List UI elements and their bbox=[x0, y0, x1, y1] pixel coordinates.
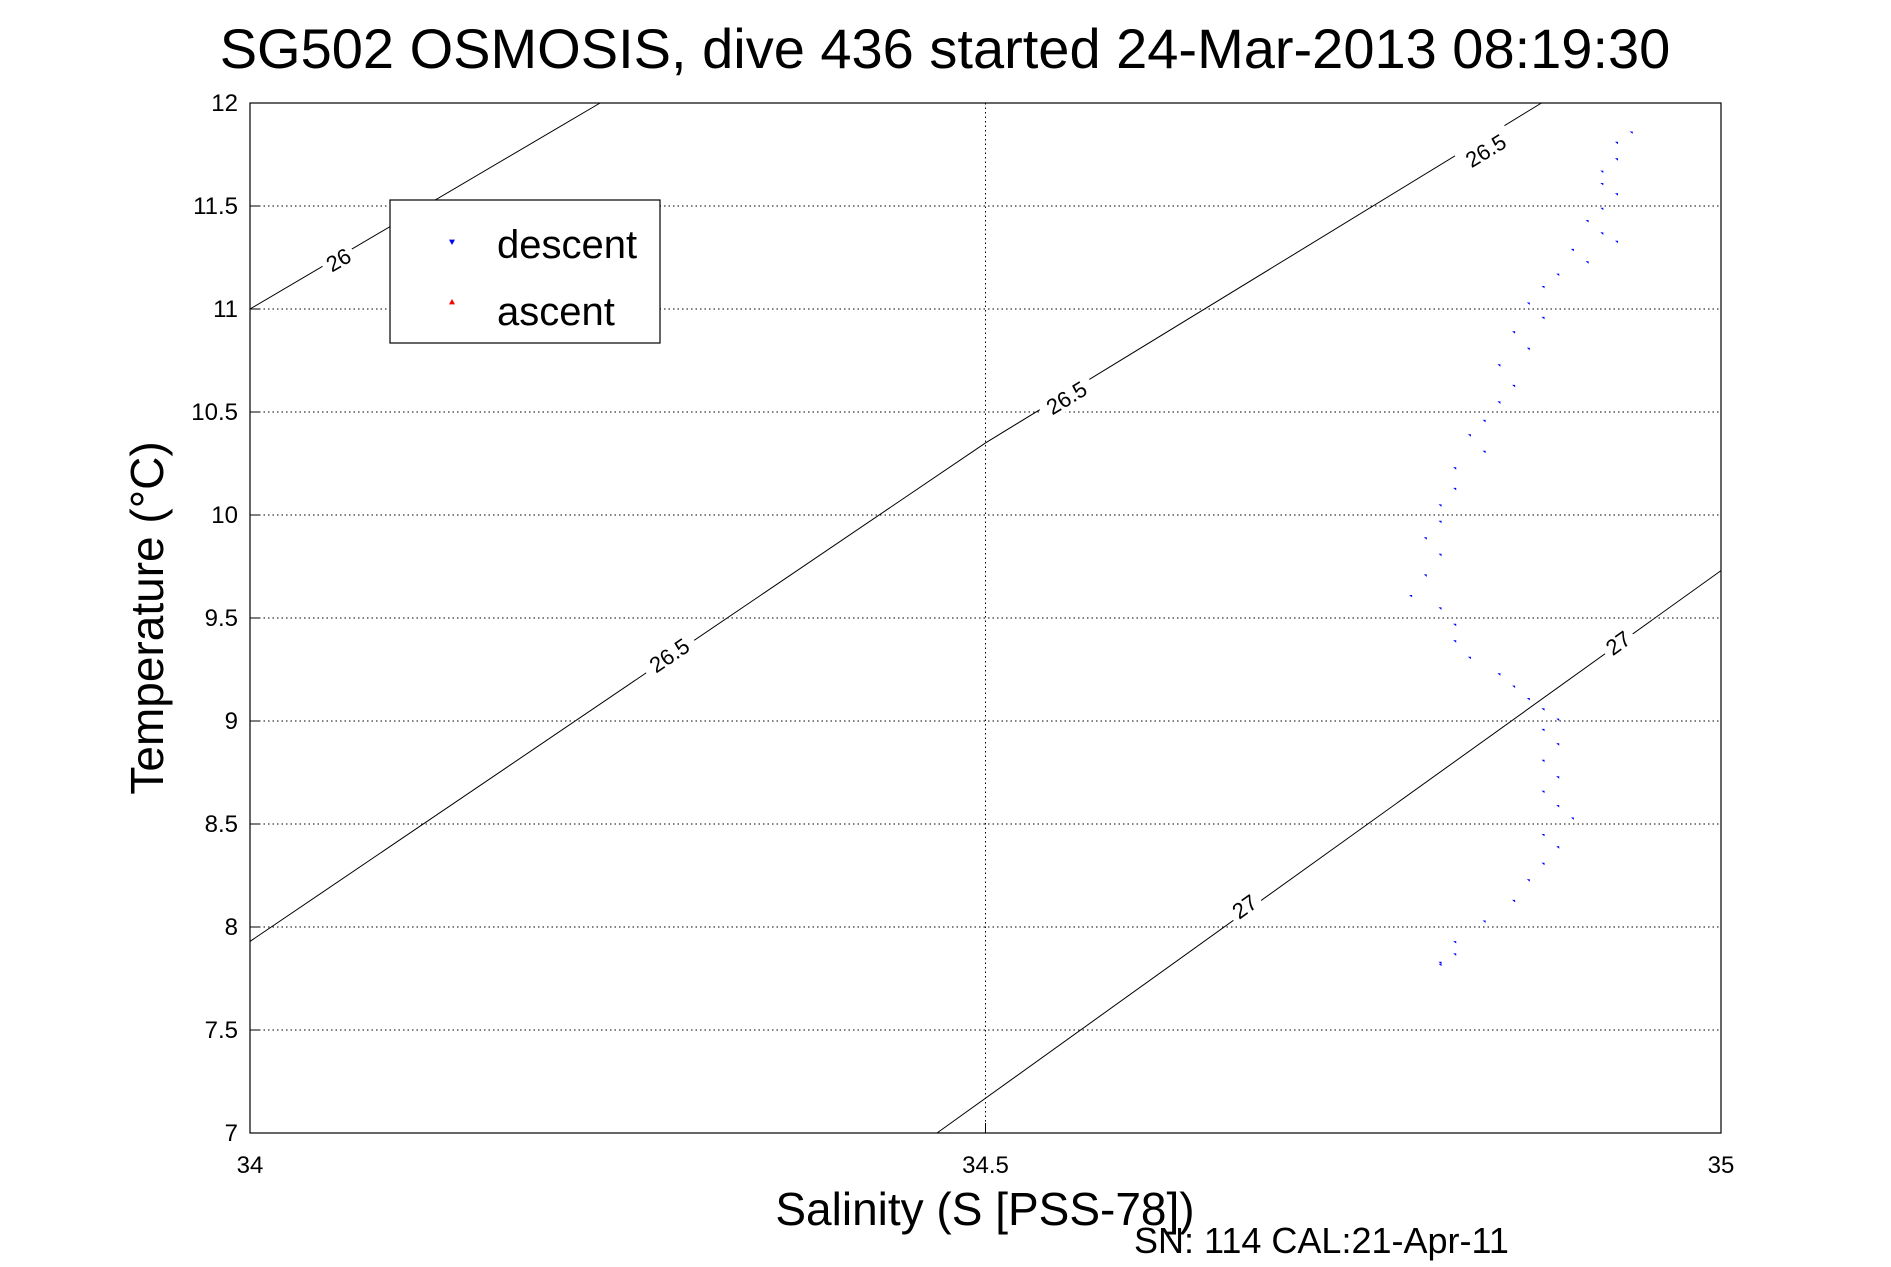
y-tick-label: 8.5 bbox=[205, 811, 238, 838]
x-tick-label: 34.5 bbox=[962, 1152, 1009, 1179]
y-tick-label: 12 bbox=[211, 90, 238, 117]
y-tick-label: 7 bbox=[225, 1120, 238, 1147]
contour-label-bg bbox=[1453, 123, 1517, 176]
contour-label-bg bbox=[1596, 621, 1639, 663]
descent-point bbox=[1526, 302, 1530, 305]
descent-point bbox=[1438, 963, 1442, 967]
legend: descent ascent bbox=[389, 199, 661, 344]
chart-title: SG502 OSMOSIS, dive 436 started 24-Mar-2… bbox=[220, 17, 1671, 80]
descent-point bbox=[1629, 131, 1633, 134]
descent-point bbox=[1482, 419, 1486, 423]
contour-label-bg bbox=[316, 238, 360, 279]
descent-point bbox=[1438, 504, 1442, 507]
descent-point bbox=[1541, 316, 1545, 320]
descent-point bbox=[1570, 817, 1574, 820]
descent-point bbox=[1570, 248, 1574, 252]
descent-point bbox=[1600, 207, 1604, 211]
y-tick-label: 7.5 bbox=[205, 1017, 238, 1044]
contour-label-bg bbox=[637, 627, 700, 682]
descent-point bbox=[1526, 698, 1530, 701]
descent-point bbox=[1600, 170, 1604, 174]
legend-label-ascent: ascent bbox=[497, 290, 615, 334]
descent-point bbox=[1526, 347, 1530, 351]
descent-point bbox=[1541, 759, 1545, 763]
y-axis-label: Temperature (°C) bbox=[121, 441, 173, 794]
descent-point bbox=[1556, 805, 1560, 808]
descent-point bbox=[1541, 862, 1545, 866]
descent-point bbox=[1615, 240, 1619, 244]
descent-point bbox=[1438, 553, 1442, 557]
legend-entry-ascent: ascent bbox=[449, 290, 615, 334]
descent-point bbox=[1541, 728, 1545, 732]
footer-serial-calibration: SN: 114 CAL:21-Apr-11 bbox=[1134, 1220, 1509, 1261]
descent-point bbox=[1541, 790, 1545, 794]
descent-point bbox=[1615, 141, 1619, 145]
y-tick-label: 9 bbox=[225, 708, 238, 735]
descent-point bbox=[1615, 193, 1619, 196]
descent-point bbox=[1526, 879, 1530, 882]
contour-label-bg bbox=[1222, 885, 1266, 927]
descent-point bbox=[1497, 673, 1501, 676]
y-tick-label: 10.5 bbox=[191, 399, 238, 426]
legend-box bbox=[389, 199, 661, 344]
descent-point bbox=[1556, 846, 1560, 849]
y-tick-label: 8 bbox=[225, 914, 238, 941]
descent-point bbox=[1438, 520, 1442, 524]
descent-point bbox=[1453, 487, 1457, 491]
legend-entry-descent: descent bbox=[449, 223, 637, 267]
descent-point bbox=[1556, 273, 1560, 277]
legend-marker-ascent bbox=[449, 299, 455, 305]
descent-point bbox=[1482, 920, 1486, 923]
contour-label-bg bbox=[1034, 370, 1098, 423]
y-tick-label: 10 bbox=[211, 502, 238, 529]
x-axis-label: Salinity (S [PSS-78]) bbox=[775, 1183, 1194, 1235]
y-tick-label: 11.5 bbox=[193, 193, 238, 220]
descent-point bbox=[1423, 574, 1427, 577]
density-contour-line bbox=[936, 570, 1722, 1134]
descent-point bbox=[1585, 261, 1589, 264]
grid bbox=[250, 103, 1721, 1133]
density-contour-line bbox=[249, 102, 1542, 942]
descent-point bbox=[1512, 685, 1516, 689]
descent-point bbox=[1438, 607, 1442, 610]
legend-marker-descent bbox=[449, 239, 455, 245]
descent-point bbox=[1600, 183, 1604, 186]
descent-point bbox=[1556, 743, 1560, 746]
descent-point bbox=[1467, 434, 1471, 437]
descent-point bbox=[1453, 640, 1457, 643]
descent-point bbox=[1615, 158, 1619, 161]
descent-point bbox=[1541, 834, 1545, 837]
legend-label-descent: descent bbox=[497, 223, 637, 267]
data-marks bbox=[1409, 131, 1633, 967]
descent-point bbox=[1453, 467, 1457, 470]
descent-point bbox=[1512, 331, 1516, 334]
descent-point bbox=[1512, 384, 1516, 388]
y-tick-label: 9.5 bbox=[205, 605, 238, 632]
descent-point bbox=[1453, 623, 1457, 627]
x-tick-label: 35 bbox=[1708, 1152, 1735, 1179]
descent-point bbox=[1497, 401, 1501, 404]
axis-ticks: 34 34.5 35 7 7.5 8 8.5 9 9.5 10 10.5 11 11.5 12 bbox=[191, 90, 1734, 1179]
descent-point bbox=[1585, 220, 1589, 223]
descent-point bbox=[1467, 656, 1471, 660]
descent-point bbox=[1556, 776, 1560, 779]
descent-point bbox=[1482, 450, 1486, 454]
y-tick-label: 11 bbox=[213, 296, 238, 323]
descent-point bbox=[1409, 595, 1413, 598]
descent-point bbox=[1541, 708, 1545, 711]
descent-point bbox=[1497, 364, 1501, 367]
x-tick-label: 34 bbox=[237, 1152, 264, 1179]
descent-point bbox=[1512, 899, 1516, 903]
descent-point bbox=[1438, 961, 1442, 965]
descent-point bbox=[1600, 232, 1604, 235]
descent-point bbox=[1423, 537, 1427, 540]
descent-point bbox=[1541, 286, 1545, 289]
descent-point bbox=[1453, 941, 1457, 944]
descent-point bbox=[1556, 718, 1560, 722]
descent-point bbox=[1453, 953, 1457, 956]
